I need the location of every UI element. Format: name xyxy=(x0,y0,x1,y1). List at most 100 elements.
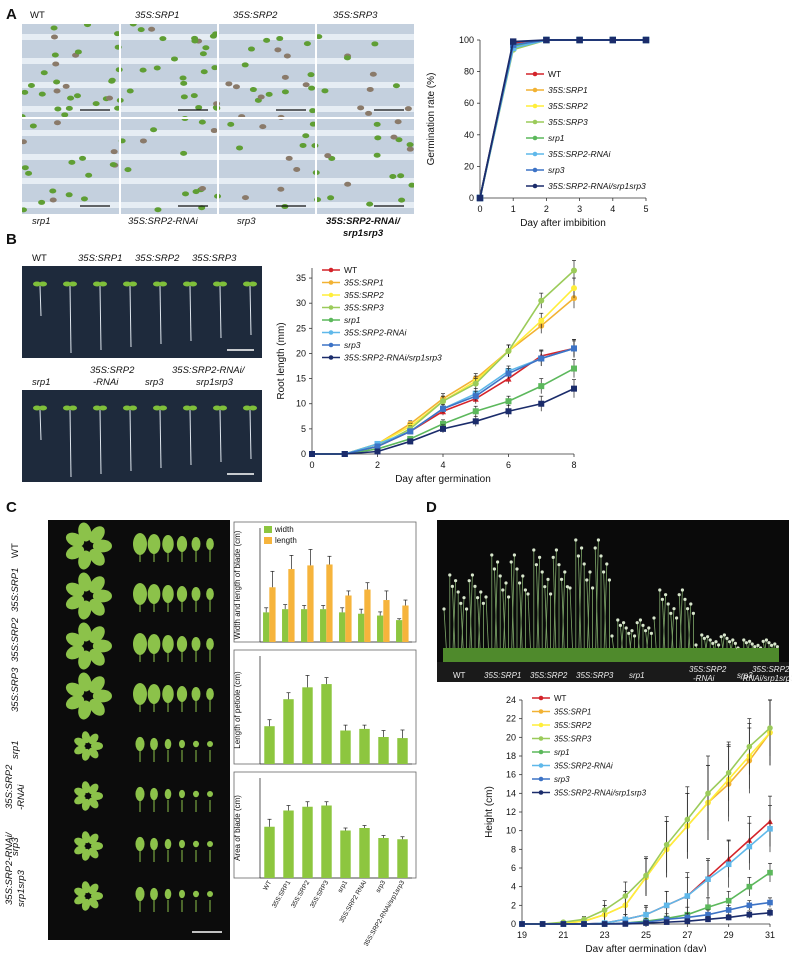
tick-label: 21 xyxy=(558,930,568,940)
flower xyxy=(641,623,645,627)
legend-label: srp1 xyxy=(344,315,361,325)
flower xyxy=(733,641,737,645)
flower xyxy=(543,585,547,589)
flower xyxy=(479,590,483,594)
legend-swatch xyxy=(264,526,272,533)
bar xyxy=(301,609,308,642)
flower xyxy=(731,638,735,642)
data-point xyxy=(622,921,629,927)
seedling xyxy=(276,36,284,42)
seedling-photo-grid-a xyxy=(22,24,414,214)
flower xyxy=(635,621,639,625)
flower xyxy=(702,636,706,640)
data-point xyxy=(571,285,577,292)
rosette-leaf xyxy=(81,781,91,794)
flower xyxy=(618,623,622,627)
tick-label: 14 xyxy=(506,788,516,798)
tick-label: 22 xyxy=(506,714,516,724)
root-photo-bottom xyxy=(22,390,262,482)
rosette-leaf xyxy=(78,572,92,592)
rosette-row-label: -RNAi xyxy=(16,784,27,810)
seedling xyxy=(159,36,167,42)
data-point xyxy=(601,921,608,927)
detached-leaf xyxy=(135,736,145,752)
data-point xyxy=(539,921,546,927)
plant-photo-label: WT xyxy=(453,671,466,680)
legend-label: srp1 xyxy=(548,133,565,143)
data-point xyxy=(746,843,753,850)
detached-leaf xyxy=(162,684,174,704)
seedling xyxy=(180,94,188,100)
seedling xyxy=(371,41,379,47)
legend-swatch xyxy=(264,537,272,544)
photo-label: WT xyxy=(32,253,47,264)
legend-label: 35S:SRP1 xyxy=(344,278,384,288)
rosette-leaf xyxy=(78,622,92,642)
flower xyxy=(599,554,603,558)
seedling xyxy=(85,172,93,178)
root-photo-top xyxy=(22,266,262,358)
seedling xyxy=(199,51,207,57)
rosette-leaf xyxy=(92,539,112,553)
cotyledon xyxy=(99,405,107,411)
seedling xyxy=(309,108,317,114)
tick-label: 80 xyxy=(464,67,474,77)
flower xyxy=(538,555,542,559)
seedling xyxy=(51,52,59,58)
rosette-row-label: 35S:SRP2 xyxy=(4,764,15,809)
flower xyxy=(546,577,550,581)
rosette-leaf xyxy=(88,897,99,909)
bar xyxy=(359,728,370,764)
seedling xyxy=(40,70,48,76)
detached-leaf xyxy=(207,791,213,797)
chart-a-germination: 0 20 40 60 80 100 0 1 2 3 4 5 Day after imbibition Ge… xyxy=(426,35,650,229)
root xyxy=(39,285,42,317)
flower xyxy=(742,638,746,642)
tick-label: 25 xyxy=(296,323,306,333)
flower xyxy=(591,586,595,590)
bar xyxy=(397,738,408,764)
data-point xyxy=(581,916,587,923)
plant-height-photo xyxy=(437,520,789,682)
rosette-row-label: 35S:SRP2 xyxy=(10,617,21,662)
photo-label: srp3 xyxy=(237,216,256,227)
rosette-leaf xyxy=(88,797,99,809)
legend-marker xyxy=(538,709,544,714)
seedling xyxy=(263,37,271,43)
flower xyxy=(568,586,572,590)
detached-leaf xyxy=(164,788,172,800)
legend-marker xyxy=(538,736,544,741)
rosette-leaf xyxy=(65,595,85,610)
rosette-leaf xyxy=(89,648,105,666)
flower xyxy=(764,638,768,642)
seedling xyxy=(180,80,188,86)
seedling xyxy=(202,45,210,51)
panel-letter-c: C xyxy=(6,499,17,516)
rosette-leaf xyxy=(89,698,105,716)
photo-label: WT xyxy=(30,10,45,21)
flower xyxy=(711,641,715,645)
seedling xyxy=(303,41,311,47)
data-point xyxy=(538,383,545,390)
tick-label: 4 xyxy=(610,204,615,214)
flower xyxy=(725,636,729,640)
detached-leaf xyxy=(179,789,185,799)
seedling xyxy=(389,173,397,179)
seedling xyxy=(137,27,145,33)
root xyxy=(189,409,192,466)
bar xyxy=(326,564,333,642)
cotyledon xyxy=(153,405,161,411)
cotyledon xyxy=(129,405,137,411)
tick-label: 2 xyxy=(511,900,516,910)
flower xyxy=(496,560,500,564)
data-point xyxy=(705,916,711,923)
series-line xyxy=(479,39,646,199)
chart-c-petiole: Length of petiole (cm) xyxy=(233,649,417,765)
flower xyxy=(540,570,544,574)
flower xyxy=(761,639,765,643)
seedling xyxy=(190,93,198,99)
data-point xyxy=(341,451,348,457)
photo-label: 35S:SRP2 xyxy=(135,253,180,264)
seedling xyxy=(200,69,208,75)
flower xyxy=(672,607,676,611)
